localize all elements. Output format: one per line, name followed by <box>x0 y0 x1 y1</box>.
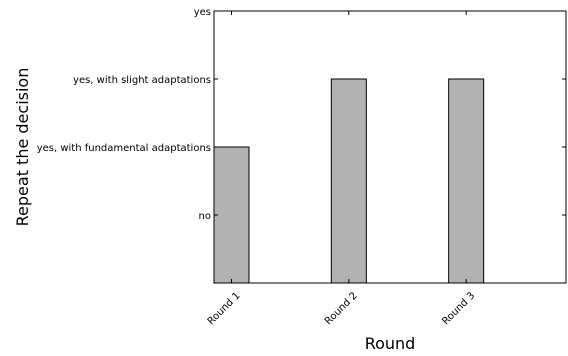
y-tick-label: yes, with slight adaptations <box>73 75 211 86</box>
y-ticks-group: no yes, with fundamental adaptations yes, … <box>37 7 566 222</box>
x-axis-label: Round <box>365 334 416 353</box>
y-tick-label: yes, with fundamental adaptations <box>37 143 211 154</box>
bar-round-2 <box>330 78 367 284</box>
y-axis-label: Repeat the decision <box>13 68 32 227</box>
x-tick-label: Round 1 <box>206 290 243 327</box>
bar-round-1 <box>213 146 250 284</box>
x-tick-label: Round 2 <box>323 290 360 327</box>
x-tick-label: Round 3 <box>440 290 477 327</box>
y-tick-label: no <box>199 211 211 222</box>
bar-round-3 <box>448 78 485 284</box>
bars-group <box>213 78 485 284</box>
y-tick-label: yes <box>194 7 211 18</box>
plot-frame <box>213 10 567 284</box>
